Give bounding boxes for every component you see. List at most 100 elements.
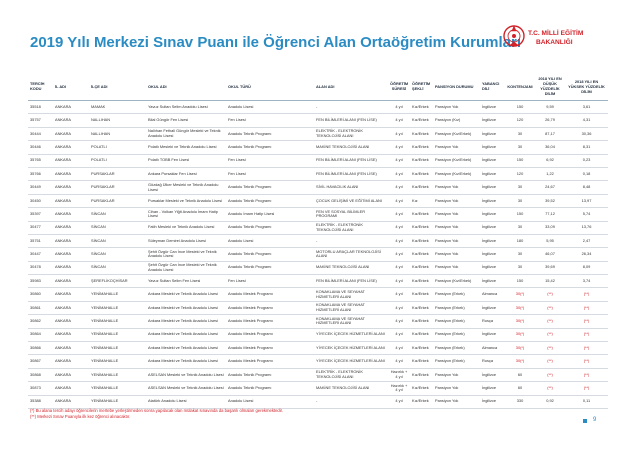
table-cell: 30 <box>505 127 535 142</box>
table-cell: SİNCAN <box>89 207 146 222</box>
table-cell: Kız/Erkek <box>410 247 433 262</box>
table-cell: 180 <box>505 234 535 249</box>
table-cell: Kız/Erkek <box>410 207 433 222</box>
table-cell: 0,23 <box>565 154 608 168</box>
footnote: (*) Bu alana tercih adayı öğrencilerin m… <box>30 408 284 413</box>
table-cell: Pansiyon (Kız/Erkek) <box>433 274 480 289</box>
table-cell: ANKARA <box>53 274 89 289</box>
table-cell: 8,31 <box>565 140 608 155</box>
column-header: ÖĞRETİM ŞEKLİ <box>410 72 433 101</box>
table-cell: YİYECEK İÇECEK HİZMETLERİ ALANI <box>314 341 388 356</box>
table-cell: 30477 <box>28 221 53 235</box>
table-cell: 30 <box>505 194 535 209</box>
table-cell: YENİMAHALLE <box>89 328 146 343</box>
table-cell: 4 yıl <box>388 154 410 168</box>
table-cell: ANKARA <box>53 167 89 182</box>
table-cell: 30(*) <box>505 314 535 329</box>
table-cell: Ankara Mesleki ve Teknik Anadolu Lisesi <box>146 354 226 369</box>
table-cell: Kız/Erkek <box>410 261 433 276</box>
table-cell: 4 yıl <box>388 127 410 142</box>
table-cell: PURSAKLAR <box>89 167 146 182</box>
table-cell: Kız/Erkek <box>410 140 433 155</box>
table-cell: 4 yıl <box>388 100 410 115</box>
table-cell: 4 yıl <box>388 140 410 155</box>
table-cell: KONAKLAMA VE SEYAHAT HİZMETLERİ ALANI <box>314 287 388 302</box>
table-cell: 4 yıl <box>388 314 410 329</box>
table-cell: 30873 <box>28 381 53 396</box>
column-header: TERCİH KODU <box>28 72 53 101</box>
table-cell: 26,79 <box>535 113 565 128</box>
table-cell: FEN BİLİMLERİ ALANI (FEN LİSE) <box>314 154 388 168</box>
table-cell: 2,47 <box>565 234 608 249</box>
table-cell: 30,36 <box>565 127 608 142</box>
table-cell: Pansiyon (Kız/Erkek) <box>433 154 480 168</box>
table-cell: İngilizce <box>480 395 505 409</box>
column-header: YABANCI DİLİ <box>480 72 505 101</box>
table-cell: 150 <box>505 100 535 115</box>
table-cell: 4 yıl <box>388 221 410 235</box>
table-cell: İngilizce <box>480 247 505 262</box>
table-cell: 30860 <box>28 287 53 302</box>
table-cell: FEN VE SOSYAL BİLİMLER PROGRAMI <box>314 207 388 222</box>
logo: T.C. MİLLİ EĞİTİM BAKANLIĞI <box>502 18 602 64</box>
table-cell: PURSAKLAR <box>89 194 146 209</box>
table-cell: 30 <box>505 247 535 262</box>
logo-text: BAKANLIĞI <box>536 39 573 46</box>
table-cell: 30(*) <box>505 287 535 302</box>
column-header: OKUL TÜRÜ <box>226 72 314 101</box>
table-cell: ANKARA <box>53 207 89 222</box>
table-cell: Pansiyon Yok <box>433 180 480 195</box>
table-cell: MAMAK <box>89 100 146 115</box>
table-cell: ELEKTRİK - ELEKTRONİK TEKNOLOJİSİ ALANI <box>314 368 388 383</box>
table-cell: ANKARA <box>53 234 89 249</box>
table-cell: 39,69 <box>535 261 565 276</box>
table-cell: Fen Lisesi <box>226 154 314 168</box>
table-cell: İngilizce <box>480 140 505 155</box>
table-cell: (**) <box>535 341 565 356</box>
table-row: 30873 ANKARA YENİMAHALLE ASELSAN Mesleki ve… <box>28 381 608 396</box>
table-cell: İngilizce <box>480 328 505 343</box>
table-cell: 39,52 <box>535 194 565 209</box>
table-row: 30450 ANKARA PURSAKLAR Pursaklar Mesleki ve… <box>28 194 608 209</box>
table-cell: Pansiyon (Erkek) <box>433 287 480 302</box>
table-cell: 30867 <box>28 354 53 369</box>
table-cell: YENİMAHALLE <box>89 314 146 329</box>
table-cell: Şehit Özgür Can İnce Mesleki ve Teknik A… <box>146 247 226 262</box>
table-cell: ANKARA <box>53 368 89 383</box>
table-cell: Kız/Erkek <box>410 301 433 316</box>
table-row: 35983 ANKARA ŞEREFLİKOÇHİSAR Yavuz Sultan S… <box>28 274 608 289</box>
table-cell: Pansiyon Yok <box>433 395 480 409</box>
table-row: 35757 ANKARA NALLIHAN Bilal Güngör Fen Lise… <box>28 113 608 128</box>
table-cell: YENİMAHALLE <box>89 287 146 302</box>
table-row: 30449 ANKARA PURSAKLAR Gözdağ Ülker Mesleki… <box>28 180 608 195</box>
table-cell: 4 yıl <box>388 261 410 276</box>
table-cell: 35751 <box>28 234 53 249</box>
table-cell: (**) <box>535 301 565 316</box>
table-cell: ANKARA <box>53 354 89 369</box>
table-cell: 4 yıl <box>388 180 410 195</box>
table-cell: 13,97 <box>565 194 608 209</box>
table-cell: 5,95 <box>535 234 565 249</box>
table-cell: (**) <box>565 341 608 356</box>
table-cell: Anadolu Lisesi <box>226 395 314 409</box>
table-cell: POLATLI <box>89 154 146 168</box>
table-cell: 4 yıl <box>388 328 410 343</box>
table-cell: Anadolu Teknik Programı <box>226 221 314 235</box>
table-cell: (**) <box>535 287 565 302</box>
table-cell: (**) <box>535 328 565 343</box>
table-cell: 77,12 <box>535 207 565 222</box>
table-cell: Anadolu Teknik Programı <box>226 180 314 195</box>
table-cell: 30478 <box>28 261 53 276</box>
table-cell: 30(*) <box>505 301 535 316</box>
table-cell: 4 yıl <box>388 301 410 316</box>
table-cell: YENİMAHALLE <box>89 381 146 396</box>
table-cell: 60 <box>505 368 535 383</box>
table-cell: 120 <box>505 113 535 128</box>
table-cell: Kız/Erkek <box>410 395 433 409</box>
table-cell: Pansiyon (Erkek) <box>433 314 480 329</box>
table-cell: 35765 <box>28 154 53 168</box>
table-row: 30477 ANKARA SİNCAN Fatih Mesleki ve Teknik… <box>28 221 608 235</box>
table-cell: Anadolu Meslek Programı <box>226 354 314 369</box>
table-cell: ANKARA <box>53 395 89 409</box>
table-cell: (**) <box>565 354 608 369</box>
